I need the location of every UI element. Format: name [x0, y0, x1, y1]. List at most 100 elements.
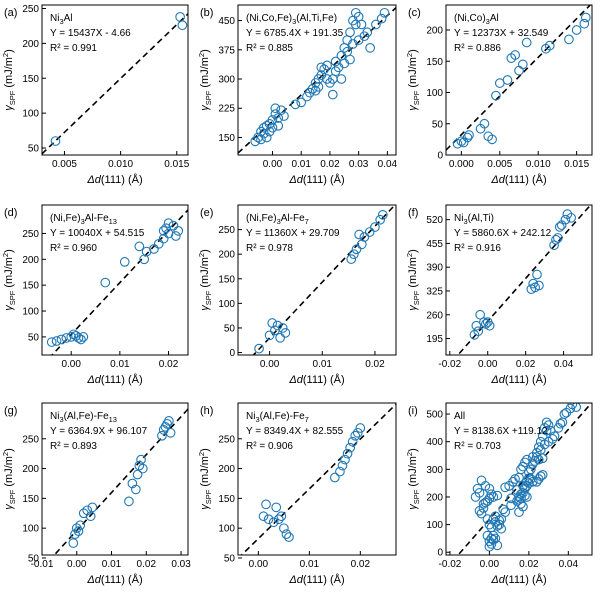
y-axis-label: γSPF (mJ/m2): [1, 249, 17, 311]
data-point: [551, 234, 561, 245]
data-point: [270, 103, 281, 114]
y-tick-label: 150: [218, 133, 235, 144]
data-point: [486, 489, 497, 500]
data-point: [490, 533, 501, 544]
plot-frame: [237, 204, 397, 356]
x-tick-label: 0.01: [313, 359, 333, 370]
x-tick-label: 0.00: [249, 559, 269, 570]
data-point: [82, 505, 93, 516]
x-tick-label: 0.005: [487, 159, 512, 170]
data-point: [76, 334, 86, 345]
data-point: [267, 115, 278, 125]
data-point: [161, 223, 171, 234]
y-axis-label: γSPF (mJ/m2): [197, 448, 213, 510]
x-tick-label: 0.000: [449, 159, 474, 170]
data-point: [75, 520, 86, 531]
y-axis-label: γSPF (mJ/m2): [405, 49, 421, 111]
data-point: [272, 320, 283, 331]
panel-title: Ni3​(Al,Ti): [454, 213, 494, 226]
x-axis-label: Δd(111) (Å): [490, 173, 546, 186]
fit-equation: Y = 11360X + 29.709: [246, 228, 340, 239]
data-point: [276, 511, 287, 522]
y-tick-label: 200: [218, 464, 235, 475]
fit-line: [446, 5, 592, 151]
data-point: [377, 209, 388, 220]
data-point: [500, 507, 511, 518]
panel-label: (b): [200, 7, 213, 19]
data-point: [261, 120, 272, 131]
y-tick-label: 150: [426, 57, 443, 68]
y-tick-label: 150: [22, 494, 39, 505]
data-point: [581, 12, 591, 23]
data-point: [535, 471, 546, 482]
y-tick-label: 455: [426, 239, 443, 250]
y-tick-label: 250: [22, 229, 39, 240]
data-point: [290, 99, 301, 110]
data-point: [279, 111, 289, 121]
y-tick-label: 100: [22, 524, 39, 535]
data-point: [521, 37, 532, 48]
r-squared: R² = 0.703: [454, 441, 501, 452]
panel-title: (Ni,Co)3​Al: [454, 13, 499, 26]
x-tick-label: 0.00: [478, 359, 498, 370]
data-point: [496, 523, 507, 534]
data-point: [351, 244, 362, 255]
data-point: [335, 466, 345, 477]
x-axis-label: Δd(111) (Å): [288, 173, 344, 186]
data-point: [541, 417, 552, 428]
data-point: [537, 453, 548, 464]
panel-title: Ni3​(Al,Fe)-Fe13​: [50, 411, 117, 424]
data-point: [359, 232, 370, 242]
data-point: [271, 502, 282, 513]
data-point: [163, 218, 174, 228]
y-tick-label: 300: [426, 465, 443, 476]
data-point: [571, 403, 582, 412]
y-tick-label: 500: [426, 410, 443, 421]
x-tick-label: 0.01: [291, 159, 311, 170]
y-tick-label: 200: [218, 250, 235, 261]
fit-equation: Y = 12373X + 32.549: [454, 28, 549, 39]
data-point: [78, 332, 89, 342]
data-point: [476, 508, 487, 519]
panel-label: (f): [408, 207, 418, 219]
panel-label: (c): [408, 7, 421, 19]
panel-g: -0.01 0.00 0.01 0.02 0.03 50 100 150 200 250 (g) Ni…: [1, 402, 191, 586]
plot-frame: [41, 402, 189, 556]
data-point: [267, 122, 278, 133]
y-tick-label: 0: [437, 151, 443, 162]
y-axis-label: γSPF (mJ/m2): [1, 49, 17, 111]
x-axis-label: Δd(111) (Å): [288, 373, 344, 386]
data-point: [132, 469, 143, 480]
y-tick-label: 0: [229, 348, 235, 359]
y-tick-label: 150: [218, 274, 235, 285]
x-tick-label: 0.03: [171, 559, 191, 570]
data-point: [379, 7, 390, 18]
x-tick-label: 0.02: [137, 559, 157, 570]
data-point: [547, 434, 558, 444]
data-point: [554, 222, 565, 232]
data-point: [488, 492, 499, 502]
x-tick-label: 0.010: [108, 159, 133, 170]
data-point: [347, 436, 358, 447]
data-point: [136, 454, 146, 465]
y-axis-label: γSPF (mJ/m2): [1, 448, 17, 510]
y-tick-label: 200: [426, 26, 443, 37]
panel-i: -0.02 0.00 0.02 0.04 0 100 200 300 400 500 (i) All Y…: [405, 402, 593, 586]
r-squared: R² = 0.893: [50, 441, 97, 452]
y-tick-label: 100: [426, 520, 443, 531]
y-tick-label: 50: [28, 144, 40, 155]
x-tick-label: -0.02: [439, 559, 462, 570]
y-tick-label: 375: [218, 45, 235, 56]
panel-d: 0.00 0.01 0.02 50 100 150 200 250 (d) (Ni,Fe)3​Al…: [1, 204, 189, 386]
fit-equation: Y = 15437X - 4.66: [50, 28, 131, 39]
data-point: [349, 249, 359, 260]
data-point: [510, 474, 520, 484]
x-axis-label: Δd(111) (Å): [86, 173, 142, 186]
x-tick-label: 0.00: [260, 359, 280, 370]
data-point: [533, 442, 544, 453]
y-tick-label: 150: [218, 494, 235, 505]
y-tick-label: 100: [426, 88, 443, 99]
panel-f: -0.02 0.00 0.02 0.04 195 260 325 390 455 520 (f) Ni…: [405, 204, 593, 386]
data-point: [370, 222, 380, 232]
panel-e: 0.00 0.01 0.02 0 50 100 150 200 250 (e) (Ni,Fe)3​A…: [197, 204, 397, 386]
